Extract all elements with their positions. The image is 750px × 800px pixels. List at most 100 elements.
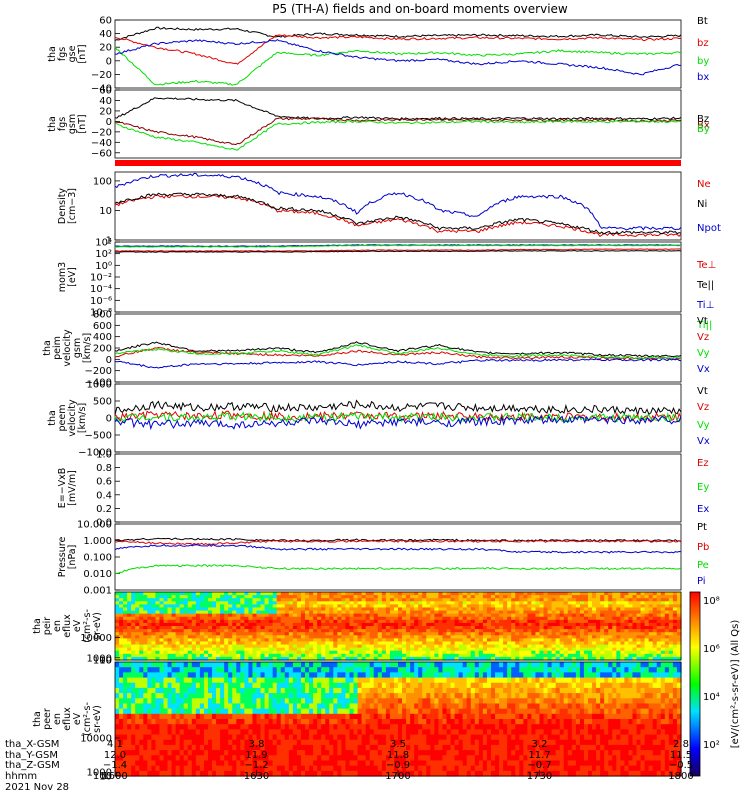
spectrogram-cell — [373, 607, 379, 612]
spectrogram-cell — [325, 607, 330, 612]
spectrogram-cell — [353, 641, 359, 646]
spectrogram-cell — [398, 698, 403, 705]
spectrogram-cell — [527, 650, 533, 655]
y-tick-label: 0.001 — [83, 586, 112, 597]
spectrogram-cell — [406, 601, 411, 605]
spectrogram-cell — [300, 635, 306, 639]
spectrogram-cell — [369, 724, 375, 730]
spectrogram-cell — [454, 632, 460, 636]
spectrogram-cell — [365, 641, 371, 646]
spectrogram-cell — [272, 613, 278, 618]
spectrogram-cell — [272, 729, 278, 736]
spectrogram-cell — [216, 607, 221, 612]
spectrogram-cell — [252, 760, 258, 767]
spectrogram-cell — [462, 635, 468, 639]
spectrogram-cell — [588, 635, 593, 639]
spectrogram-cell — [252, 613, 258, 618]
spectrogram-cell — [119, 734, 124, 741]
spectrogram-cell — [159, 638, 165, 643]
spectrogram-cell — [410, 607, 415, 612]
spectrogram-cell — [430, 635, 435, 639]
spectrogram-cell — [248, 708, 254, 715]
spectrogram-cell — [385, 632, 391, 636]
spectrogram-cell — [624, 598, 630, 602]
spectrogram-cell — [321, 672, 326, 679]
spectrogram-cell — [260, 644, 266, 649]
spectrogram-cell — [393, 672, 399, 679]
spectrogram-cell — [292, 724, 298, 730]
legend-entry: Ex — [697, 504, 709, 515]
spectrogram-cell — [567, 653, 573, 658]
spectrogram-cell — [171, 604, 177, 609]
spectrogram-cell — [486, 638, 492, 643]
spectrogram-cell — [191, 607, 197, 612]
spectrogram-cell — [131, 708, 136, 715]
spectrogram-cell — [256, 703, 262, 710]
spectrogram-cell — [422, 641, 427, 646]
spectrogram-cell — [300, 770, 306, 777]
spectrogram-cell — [199, 677, 205, 684]
spectrogram-cell — [236, 672, 241, 679]
spectrogram-cell — [519, 610, 524, 615]
spectrogram-cell — [377, 682, 383, 689]
spectrogram-cell — [393, 682, 399, 689]
spectrogram-cell — [252, 739, 258, 746]
spectrogram-cell — [199, 626, 205, 630]
spectrogram-cell — [434, 629, 440, 633]
spectrogram-cell — [398, 755, 403, 762]
spectrogram-cell — [604, 638, 609, 643]
spectrogram-cell — [555, 598, 561, 602]
spectrogram-cell — [373, 682, 379, 689]
spectrogram-cell — [381, 719, 387, 725]
spectrogram-cell — [482, 613, 488, 618]
spectrogram-cell — [199, 641, 205, 646]
spectrogram-cell — [640, 592, 646, 596]
spectrogram-cell — [216, 641, 221, 646]
spectrogram-cell — [187, 729, 193, 736]
spectrogram-cell — [195, 755, 201, 762]
spectrogram-cell — [418, 604, 423, 609]
spectrogram-cell — [329, 595, 334, 599]
spectrogram-cell — [660, 595, 666, 599]
spectrogram-cell — [567, 647, 573, 652]
spectrogram-cell — [212, 682, 217, 689]
spectrogram-cell — [466, 604, 472, 609]
spectrogram-cell — [349, 667, 355, 673]
spectrogram-cell — [228, 650, 233, 655]
spectrogram-cell — [385, 619, 391, 624]
spectrogram-cell — [555, 610, 561, 615]
spectrogram-cell — [422, 629, 427, 633]
spectrogram-cell — [305, 687, 310, 694]
spectrogram-cell — [276, 729, 282, 736]
spectrogram-cell — [288, 632, 294, 636]
spectrogram-cell — [418, 650, 423, 655]
spectrogram-cell — [187, 619, 193, 624]
spectrogram-cell — [288, 638, 294, 643]
spectrogram-cell — [155, 734, 161, 741]
spectrogram-cell — [309, 672, 314, 679]
spectrogram-cell — [353, 739, 359, 746]
spectrogram-cell — [402, 619, 407, 624]
spectrogram-cell — [612, 650, 617, 655]
spectrogram-cell — [207, 687, 213, 694]
spectrogram-cell — [369, 601, 375, 605]
spectrogram-cell — [676, 641, 682, 646]
spectrogram-cell — [187, 693, 193, 699]
spectrogram-cell — [624, 619, 630, 624]
spectrogram-cell — [454, 601, 460, 605]
spectrogram-cell — [418, 744, 423, 751]
spectrogram-cell — [300, 729, 306, 736]
spectrogram-cell — [313, 601, 318, 605]
spectrogram-cell — [171, 626, 177, 630]
spectrogram-cell — [470, 635, 476, 639]
spectrogram-cell — [341, 693, 347, 699]
spectrogram-cell — [478, 629, 484, 633]
y-tick-label: 1000 — [87, 653, 112, 664]
spectrogram-cell — [220, 760, 225, 767]
spectrogram-cell — [377, 613, 383, 618]
spectrogram-cell — [563, 595, 569, 599]
spectrogram-cell — [563, 616, 569, 621]
spectrogram-cell — [187, 607, 193, 612]
spectrogram-cell — [353, 656, 359, 661]
spectrogram-cell — [365, 610, 371, 615]
